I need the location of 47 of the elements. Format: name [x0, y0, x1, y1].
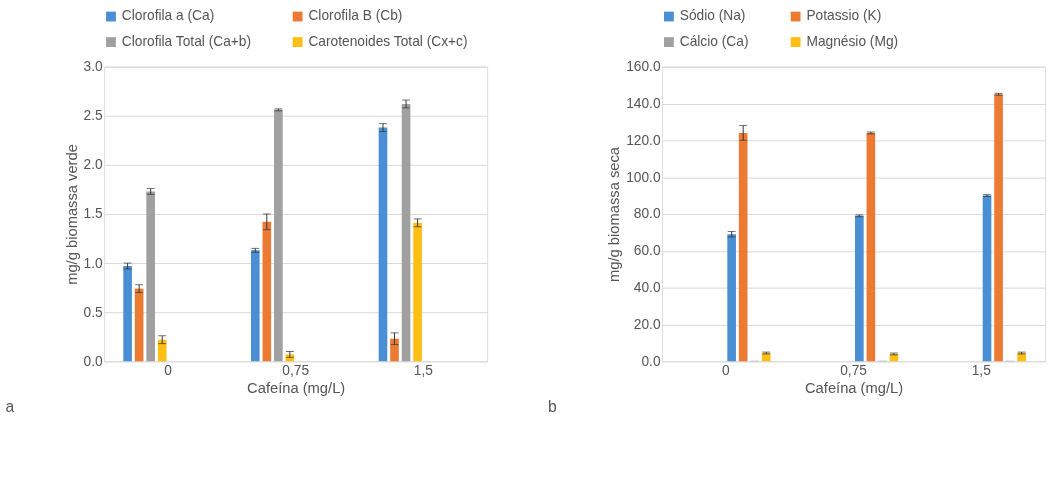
x-tick-label: 1,5 [971, 362, 992, 378]
y-axis-title: mg/g biomassa verde [63, 144, 80, 285]
x-tick-label: 0,75 [840, 362, 868, 378]
legend-label: Potassio (K) [806, 8, 882, 24]
y-tick-label: 160.0 [626, 59, 661, 75]
y-tick-label: 0.0 [641, 353, 661, 369]
x-tick-label: 0 [164, 362, 173, 378]
legend-label: Magnésio (Mg) [806, 34, 899, 50]
legend-label: Sódio (Na) [679, 8, 746, 24]
y-tick-label: 60.0 [633, 243, 661, 259]
bar [761, 353, 771, 362]
y-tick-label: 3.0 [83, 59, 103, 75]
x-axis-title: Cafeína (mg/L) [804, 380, 904, 397]
bar [994, 94, 1003, 362]
y-tick-label: 1.0 [83, 255, 103, 271]
y-tick-label: 120.0 [626, 132, 661, 148]
legend-label: Cálcio (Ca) [679, 34, 749, 50]
bar [1017, 353, 1026, 362]
x-tick-label: 0,75 [282, 362, 310, 378]
y-tick-label: 2.5 [83, 108, 103, 124]
text: a [5, 398, 15, 416]
x-tick-label: 0 [722, 362, 731, 378]
y-axis-title: mg/g biomassa seca [606, 146, 623, 282]
bar [866, 132, 876, 362]
bar [738, 132, 748, 362]
y-tick-label: 140.0 [626, 95, 661, 111]
bar [262, 221, 272, 362]
bar [855, 215, 864, 362]
bar [982, 195, 992, 362]
bar [727, 234, 736, 362]
legend-label: Clorofila a (Ca) [121, 8, 215, 24]
y-tick-label: 2.0 [83, 157, 103, 173]
legend-label: Clorofila B (Cb) [308, 8, 403, 24]
y-tick-label: 20.0 [633, 316, 661, 332]
legend-label: Carotenoides Total (Cx+c) [308, 34, 468, 50]
bar [390, 338, 399, 362]
bar [274, 109, 283, 362]
x-tick-label: 1,5 [413, 362, 434, 378]
legend-label: Clorofila Total (Ca+b) [121, 34, 252, 50]
y-tick-label: 1.5 [83, 206, 103, 222]
y-tick-label: 40.0 [633, 280, 661, 296]
text: b [548, 398, 558, 416]
y-tick-label: 0.5 [83, 304, 103, 320]
y-tick-label: 100.0 [626, 169, 661, 185]
y-tick-label: 80.0 [633, 206, 661, 222]
y-tick-label: 0.0 [83, 353, 103, 369]
x-axis-title: Cafeína (mg/L) [247, 380, 346, 397]
